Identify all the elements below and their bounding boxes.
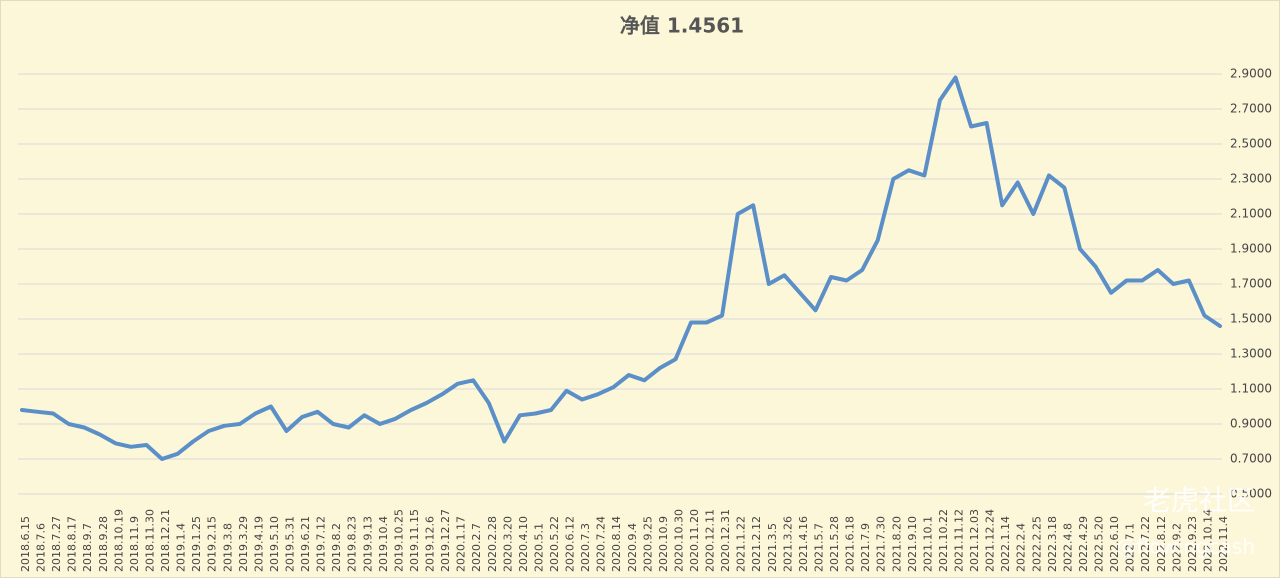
y-tick-label: 2.7000 [1230, 102, 1272, 116]
x-tick-label: 2019.5.31 [283, 516, 296, 572]
x-tick-label: 2022.7.1 [1124, 523, 1137, 572]
x-tick-label: 2020.7.3 [579, 523, 592, 572]
x-tick-label: 2020.6.12 [564, 516, 577, 572]
x-tick-label: 2019.11.15 [408, 509, 421, 572]
y-tick-label: 0.7000 [1230, 452, 1272, 466]
x-tick-label: 2020.10.30 [672, 509, 685, 572]
x-tick-label: 2018.12.21 [159, 509, 172, 572]
x-tick-label: 2020.12.31 [719, 509, 732, 572]
line [20, 75, 1222, 461]
x-tick-label: 2021.2.12 [750, 516, 763, 572]
x-tick-label: 2020.2.28 [486, 516, 499, 572]
x-tick-label: 2019.9.13 [361, 516, 374, 572]
y-tick-label: 2.5000 [1230, 137, 1272, 151]
x-tick-label: 2020.12.11 [704, 509, 717, 572]
x-tick-label: 2021.12.03 [968, 509, 981, 572]
x-tick-label: 2018.7.6 [35, 523, 48, 572]
x-tick-label: 2020.5.22 [548, 516, 561, 572]
x-tick-label: 2019.1.4 [175, 523, 188, 572]
x-tick-label: 2018.8.17 [66, 516, 79, 572]
watermark: 老虎社区 [1143, 484, 1255, 517]
x-tick-label: 2021.8.20 [890, 516, 903, 572]
x-tick-label: 2021.6.18 [844, 516, 857, 572]
x-tick-label: 2022.11.4 [1217, 516, 1230, 572]
x-tick-label: 2019.1.25 [190, 516, 203, 572]
y-tick-label: 1.9000 [1230, 242, 1272, 256]
x-tick-label: 2022.4.29 [1077, 516, 1090, 572]
y-tick-label: 2.9000 [1230, 67, 1272, 81]
chart-title: 净值 1.4561 [620, 14, 744, 38]
x-tick-label: 2022.2.25 [1030, 516, 1043, 572]
y-tick-label: 1.1000 [1230, 382, 1272, 396]
x-tick-label: 2022.7.22 [1139, 516, 1152, 572]
x-tick-label: 2018.9.28 [97, 516, 110, 572]
x-tick-label: 2020.9.25 [641, 516, 654, 572]
x-tick-label: 2021.11.12 [953, 509, 966, 572]
x-tick-label: 2020.1.17 [455, 516, 468, 572]
x-tick-label: 2018.11.9 [128, 516, 141, 572]
x-tick-label: 2020.9.4 [626, 523, 639, 572]
y-tick-label: 1.5000 [1230, 312, 1272, 326]
x-tick-label: 2022.1.14 [999, 516, 1012, 572]
x-tick-label: 2018.11.30 [143, 509, 156, 572]
x-tick-label: 2021.3.5 [766, 523, 779, 572]
x-tick-label: 2022.3.18 [1046, 516, 1059, 572]
x-tick-label: 2020.5.1 [532, 523, 545, 572]
x-tick-label: 2022.6.10 [1108, 516, 1121, 572]
x-tick-label: 2018.7.27 [50, 516, 63, 572]
x-tick-label: 2022.5.20 [1093, 516, 1106, 572]
y-tick-label: 2.3000 [1230, 172, 1272, 186]
x-tick-label: 2020.3.20 [501, 516, 514, 572]
x-tick-label: 2018.6.15 [19, 516, 32, 572]
x-tick-label: 2021.4.16 [797, 516, 810, 572]
x-tick-label: 2020.10.9 [657, 516, 670, 572]
x-tick-label: 2019.12.6 [424, 516, 437, 572]
x-tick-label: 2022.9.23 [1186, 516, 1199, 572]
x-tick-label: 2021.9.10 [906, 516, 919, 572]
x-tick-label: 2020.4.10 [517, 516, 530, 572]
x-tick-label: 2020.8.14 [610, 516, 623, 572]
x-tick-label: 2020.11.20 [688, 509, 701, 572]
x-tick-label: 2021.12.24 [984, 509, 997, 572]
x-tick-label: 2022.9.2 [1170, 523, 1183, 572]
x-tick-label: 2019.3.8 [221, 523, 234, 572]
x-tick-label: 2019.3.29 [237, 516, 250, 572]
x-tick-label: 2018.10.19 [112, 509, 125, 572]
x-tick-label: 2019.6.21 [299, 516, 312, 572]
x-tick-label: 2021.10.22 [937, 509, 950, 572]
x-tick-label: 2021.7.30 [875, 516, 888, 572]
x-tick-label: 2022.2.4 [1015, 523, 1028, 572]
y-tick-label: 0.9000 [1230, 417, 1272, 431]
x-tick-label: 2019.4.19 [252, 516, 265, 572]
x-tick-label: 2019.8.2 [330, 523, 343, 572]
x-tick-label: 2021.5.28 [828, 516, 841, 572]
watermark-sub: @flowingcash [1117, 535, 1255, 559]
x-tick-label: 2022.10.14 [1201, 509, 1214, 572]
x-tick-label: 2022.4.8 [1061, 523, 1074, 572]
x-tick-label: 2018.9.7 [81, 523, 94, 572]
x-tick-label: 2019.2.15 [206, 516, 219, 572]
y-tick-label: 1.7000 [1230, 277, 1272, 291]
x-tick-label: 2019.7.12 [315, 516, 328, 572]
x-tick-label: 2020.7.24 [595, 516, 608, 572]
x-tick-label: 2020.2.7 [470, 523, 483, 572]
x-tick-label: 2021.7.9 [859, 523, 872, 572]
x-tick-label: 2022.8.12 [1155, 516, 1168, 572]
x-tick-label: 2019.10.25 [392, 509, 405, 572]
y-tick-label: 1.3000 [1230, 347, 1272, 361]
y-tick-label: 0.5000 [1230, 487, 1272, 501]
x-tick-label: 2019.10.4 [377, 516, 390, 572]
x-tick-label: 2019.8.23 [346, 516, 359, 572]
x-tick-label: 2021.10.1 [921, 516, 934, 572]
x-tick-label: 2019.5.10 [268, 516, 281, 572]
y-tick-label: 2.1000 [1230, 207, 1272, 221]
x-tick-label: 2021.5.7 [812, 523, 825, 572]
x-tick-label: 2021.1.22 [735, 516, 748, 572]
x-tick-label: 2021.3.26 [781, 516, 794, 572]
x-tick-label: 2019.12.27 [439, 509, 452, 572]
